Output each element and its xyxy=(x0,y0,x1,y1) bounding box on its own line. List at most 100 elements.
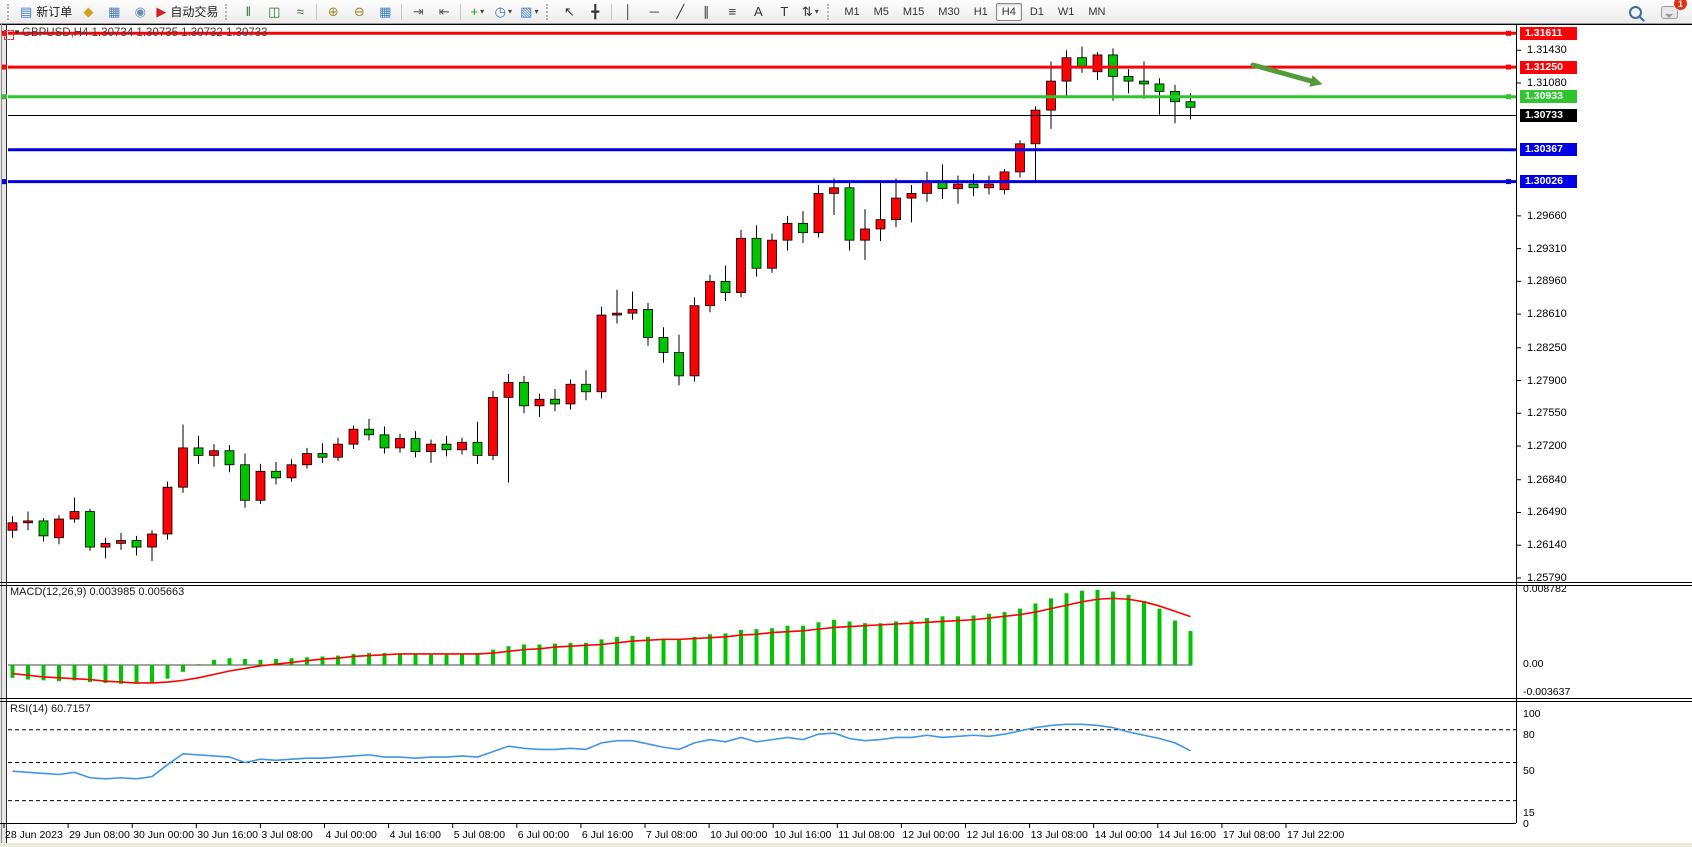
price-line-right-handle[interactable] xyxy=(1506,179,1511,185)
bar-chart-icon: ‖ xyxy=(245,4,252,19)
candle-body-down xyxy=(271,470,281,479)
vertical-line-button[interactable]: │ xyxy=(616,2,640,22)
vertical-line-icon: │ xyxy=(624,4,633,19)
dropdown-caret-icon[interactable]: ▾ xyxy=(814,7,819,16)
candle-body-down xyxy=(441,443,452,451)
zoom-out-button[interactable]: ⊖ xyxy=(347,2,371,22)
timeframe-button-m15[interactable]: M15 xyxy=(902,5,925,18)
price-line-right-handle[interactable] xyxy=(1506,94,1511,100)
candle-body-up xyxy=(178,447,188,488)
chart-window[interactable]: ▼ GBPUSD,H4 1.30734 1.30735 1.30732 1.30… xyxy=(0,24,1692,847)
horizontal-line-button[interactable]: ─ xyxy=(642,2,666,22)
candle-body-down xyxy=(472,441,483,456)
line-chart-button[interactable]: ≈ xyxy=(288,2,312,22)
toolbar-grip[interactable] xyxy=(7,3,13,20)
autotrading-button-label: 自动交易 xyxy=(170,5,219,19)
candle-body-up xyxy=(984,183,994,189)
price-line-left-handle[interactable] xyxy=(2,179,7,185)
price-line-right-handle[interactable] xyxy=(1506,30,1511,36)
price-line-label[interactable]: 1.31611 xyxy=(1520,26,1577,40)
price-line-label[interactable]: 1.30733 xyxy=(1520,108,1577,122)
auto-scroll-button[interactable]: ⇥ xyxy=(406,2,430,22)
arrows-tool-button[interactable]: ⇅ ▾ xyxy=(798,2,822,22)
chart-shift-button[interactable]: ⇤ xyxy=(432,2,456,22)
time-axis-label: 11 Jul 08:00 xyxy=(838,829,895,841)
timeframe-button-m5[interactable]: M5 xyxy=(873,5,889,18)
candle-body-down xyxy=(550,398,560,405)
price-line-left-handle[interactable] xyxy=(2,64,7,70)
periods-icon: ◷ xyxy=(494,4,506,19)
price-line-left-handle[interactable] xyxy=(2,94,7,100)
timeframe-button-m1[interactable]: M1 xyxy=(844,5,860,18)
symbol-marker-icon[interactable] xyxy=(4,30,14,40)
candlestick-chart-button[interactable]: ◫ xyxy=(262,2,286,22)
candle-body-down xyxy=(1139,80,1149,85)
cursor-button[interactable]: ↖ xyxy=(557,2,581,22)
macd-scale-max: 0.008782 xyxy=(1523,583,1567,595)
candle-body-up xyxy=(829,187,839,194)
text-button[interactable]: A xyxy=(746,2,770,22)
candle-body-up xyxy=(488,396,498,456)
trend-arrow-annotation[interactable] xyxy=(1250,62,1314,84)
timeframe-button-m30[interactable]: M30 xyxy=(938,5,960,18)
market-watch-button[interactable]: ◆ xyxy=(76,2,100,22)
timeframe-button-h1[interactable]: H1 xyxy=(973,5,988,18)
candle-body-up xyxy=(736,237,746,293)
time-axis-label: 14 Jul 16:00 xyxy=(1158,829,1217,841)
candle-body-up xyxy=(1015,143,1025,173)
equidistant-channel-button[interactable]: ∥ xyxy=(694,2,718,22)
bar-chart-button[interactable]: ‖ xyxy=(236,2,260,22)
price-line-right-handle[interactable] xyxy=(1506,64,1511,70)
templates-button[interactable]: ▧ ▾ xyxy=(517,2,541,22)
timeframe-button-mn[interactable]: MN xyxy=(1088,5,1106,18)
periods-button[interactable]: ◷ ▾ xyxy=(491,2,515,22)
candle-body-down xyxy=(1077,57,1087,67)
chart-canvas[interactable] xyxy=(0,24,1692,847)
rsi-scale-label: 15 xyxy=(1523,807,1535,819)
candlestick-chart-icon: ◫ xyxy=(268,4,281,19)
price-line-label[interactable]: 1.30933 xyxy=(1520,90,1577,104)
candle-body-up xyxy=(255,470,266,501)
time-axis-label: 3 Jul 08:00 xyxy=(261,829,313,841)
data-window-button[interactable]: ▦ xyxy=(102,2,126,22)
timeframe-button-w1[interactable]: W1 xyxy=(1057,5,1075,18)
navigator-button[interactable]: ◉ xyxy=(128,2,152,22)
new-order-button[interactable]: ▤ 新订单 xyxy=(18,2,74,22)
toolbar-grip[interactable] xyxy=(546,3,552,20)
price-line-label[interactable]: 1.30367 xyxy=(1520,143,1577,157)
rsi-line xyxy=(12,723,1191,780)
autotrading-button[interactable]: ▶ 自动交易 xyxy=(154,2,220,22)
fibonacci-button[interactable]: ≡ xyxy=(720,2,744,22)
candle-body-down xyxy=(193,447,204,456)
search-button[interactable] xyxy=(1623,2,1647,22)
dropdown-caret-icon[interactable]: ▾ xyxy=(507,7,512,16)
indicators-button[interactable]: + ▾ xyxy=(465,2,489,22)
candle-body-up xyxy=(69,511,80,520)
crosshair-button[interactable]: ╋ xyxy=(583,2,607,22)
rsi-scale-label: 50 xyxy=(1523,765,1535,777)
macd-signal-line xyxy=(12,597,1191,684)
toolbar-grip[interactable] xyxy=(827,3,833,20)
candle-body-down xyxy=(224,450,235,466)
auto-scroll-icon: ⇥ xyxy=(412,4,424,19)
toolbar-grip[interactable] xyxy=(225,3,231,20)
tile-windows-button[interactable]: ▦ xyxy=(373,2,397,22)
navigator-icon: ◉ xyxy=(134,4,146,19)
dropdown-caret-icon[interactable]: ▾ xyxy=(480,7,485,16)
time-axis-label: 10 Jul 16:00 xyxy=(774,829,832,841)
rsi-scale-label: 100 xyxy=(1523,708,1541,720)
trendline-button[interactable]: ╱ xyxy=(668,2,692,22)
notifications-button[interactable]: 1 xyxy=(1657,0,1688,22)
price-line-label[interactable]: 1.31250 xyxy=(1520,60,1577,74)
candle-body-up xyxy=(100,542,111,548)
price-line-label[interactable]: 1.30026 xyxy=(1520,175,1577,189)
market-watch-icon: ◆ xyxy=(83,4,94,19)
new-order-icon: ▤ xyxy=(20,4,33,19)
dropdown-caret-icon[interactable]: ▾ xyxy=(534,7,539,16)
candle-body-down xyxy=(379,434,390,449)
timeframe-button-h4[interactable]: H4 xyxy=(995,2,1022,21)
zoom-in-button[interactable]: ⊕ xyxy=(321,2,345,22)
timeframe-button-d1[interactable]: D1 xyxy=(1029,5,1044,18)
candle-body-up xyxy=(503,382,514,398)
text-label-button[interactable]: T xyxy=(772,2,796,22)
